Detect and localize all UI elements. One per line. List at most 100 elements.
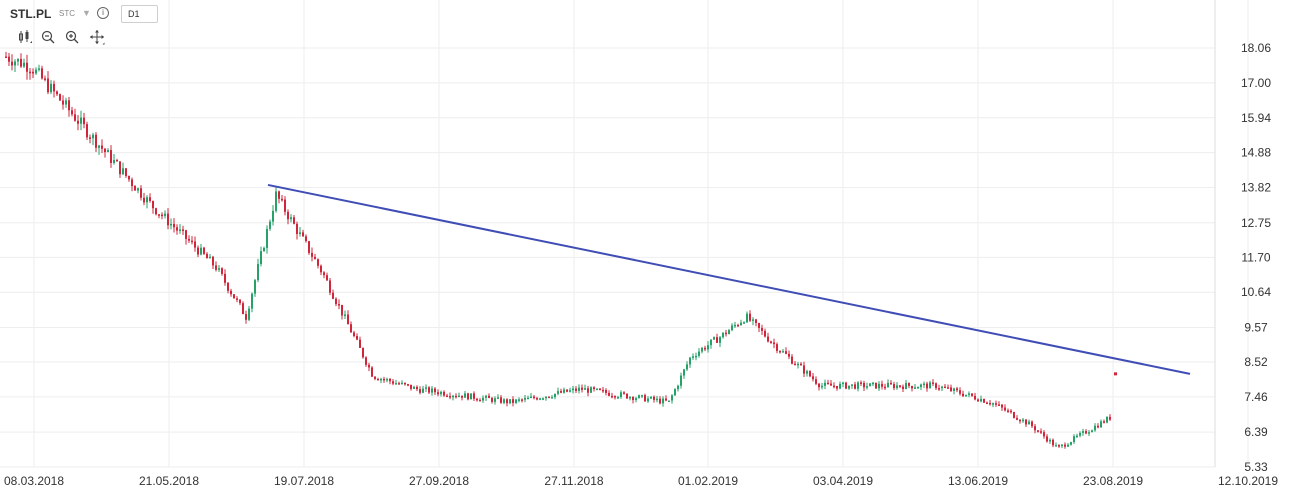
info-icon[interactable]: i	[97, 7, 109, 19]
candle	[569, 387, 571, 393]
candle	[47, 71, 49, 95]
candle	[17, 58, 19, 66]
candle	[326, 272, 328, 281]
candle	[809, 370, 811, 378]
candle	[503, 398, 505, 405]
candle	[701, 346, 703, 354]
candle	[680, 372, 682, 389]
candle	[284, 196, 286, 216]
y-tick-label: 9.57	[1244, 320, 1268, 334]
candle	[155, 207, 157, 216]
candle	[626, 393, 628, 399]
candle	[1034, 423, 1036, 434]
candle	[986, 401, 988, 405]
chevron-down-icon[interactable]: ▼	[82, 8, 91, 18]
candle	[998, 401, 1000, 406]
candle	[1064, 442, 1066, 449]
trendline-segment[interactable]	[267, 183, 1191, 375]
candle	[611, 392, 613, 399]
candle	[647, 396, 649, 403]
candle	[317, 258, 319, 269]
candle	[992, 402, 994, 408]
candle	[938, 384, 940, 391]
candle	[620, 390, 622, 399]
y-tick-label: 6.39	[1244, 425, 1268, 439]
candle	[497, 394, 499, 400]
x-tick-label: 12.10.2019	[1218, 474, 1278, 488]
candle	[548, 396, 550, 399]
candle	[782, 348, 784, 353]
candle	[95, 132, 97, 153]
candle	[1037, 430, 1039, 433]
candle	[1016, 415, 1018, 421]
candle	[32, 68, 34, 78]
candle	[305, 234, 307, 243]
candle	[296, 221, 298, 240]
candle	[233, 294, 235, 299]
candle	[449, 392, 451, 400]
candle	[245, 310, 247, 324]
candle	[287, 209, 289, 225]
candle	[374, 376, 376, 381]
candle	[683, 368, 685, 379]
candle	[386, 377, 388, 383]
y-tick-label: 8.52	[1244, 355, 1268, 369]
candle	[365, 356, 367, 367]
candle	[68, 96, 70, 117]
move-icon[interactable]	[89, 29, 105, 45]
candle	[41, 65, 43, 80]
candle	[1070, 441, 1072, 446]
candle	[668, 400, 670, 403]
candle	[257, 258, 259, 283]
candle	[452, 394, 454, 401]
candle	[737, 323, 739, 327]
trendline[interactable]	[267, 183, 1191, 375]
candle	[401, 380, 403, 385]
zoom-in-icon[interactable]	[64, 29, 80, 45]
candles-icon[interactable]	[17, 29, 33, 45]
candle	[1067, 442, 1069, 447]
candle	[740, 319, 742, 326]
candle	[941, 385, 943, 392]
candle	[614, 395, 616, 400]
candle	[1004, 404, 1006, 412]
timeframe-select[interactable]: D1	[121, 5, 158, 23]
y-tick-label: 5.33	[1244, 460, 1268, 474]
candle	[197, 245, 199, 258]
candle	[98, 144, 100, 155]
candle	[1022, 418, 1024, 423]
candle	[638, 394, 640, 399]
candles	[5, 51, 1111, 449]
candle	[1073, 434, 1075, 444]
candle	[1097, 423, 1099, 429]
candle	[977, 398, 979, 402]
candle	[788, 350, 790, 360]
candle	[863, 380, 865, 392]
candle	[629, 396, 631, 401]
y-tick-label: 11.70	[1241, 250, 1270, 264]
x-tick-label: 08.03.2018	[4, 474, 64, 488]
candle	[260, 246, 262, 267]
candle	[308, 240, 310, 255]
candle	[146, 195, 148, 209]
candle	[104, 147, 106, 158]
symbol-label[interactable]: STL.PL	[10, 7, 52, 21]
candle	[62, 95, 64, 110]
candle	[359, 336, 361, 348]
zoom-out-icon[interactable]	[40, 29, 56, 45]
candle	[209, 253, 211, 259]
candle	[731, 323, 733, 332]
candle	[773, 338, 775, 349]
candle	[248, 305, 250, 322]
candle	[713, 336, 715, 341]
candle	[1061, 444, 1063, 449]
candle	[806, 369, 808, 377]
candle	[833, 382, 835, 389]
candle	[1085, 429, 1087, 435]
candle	[425, 384, 427, 393]
candle	[5, 51, 7, 59]
candle	[899, 385, 901, 389]
x-tick-label: 03.04.2019	[813, 474, 873, 488]
candle	[239, 299, 241, 306]
